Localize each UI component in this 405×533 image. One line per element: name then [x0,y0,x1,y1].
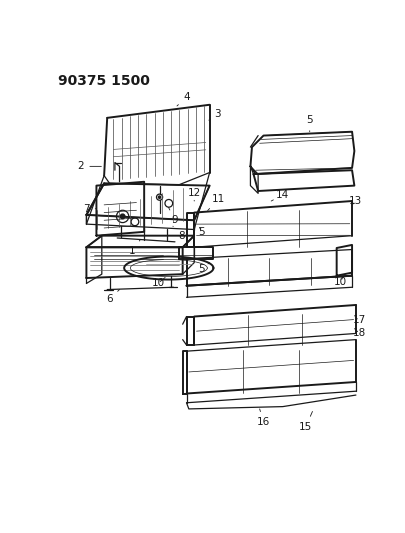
Text: 12: 12 [187,188,200,201]
Text: 1: 1 [129,239,140,256]
Text: 9: 9 [168,207,178,225]
Text: 3: 3 [208,109,220,120]
Text: 8: 8 [173,226,184,241]
Text: 11: 11 [207,193,225,211]
Text: 14: 14 [271,190,289,201]
Text: 16: 16 [256,409,269,427]
Text: 10: 10 [151,278,165,288]
Text: 13: 13 [348,196,362,206]
Text: 7: 7 [83,204,96,214]
Text: 5: 5 [198,263,209,274]
Text: 18: 18 [352,328,365,338]
Text: 6: 6 [106,289,119,304]
Text: 5: 5 [198,227,205,237]
Text: 90375 1500: 90375 1500 [58,74,149,88]
Text: 10: 10 [333,277,346,287]
Text: 5: 5 [306,115,312,132]
Text: 4: 4 [177,92,190,106]
Text: 15: 15 [298,411,312,432]
Text: 17: 17 [352,316,365,325]
Circle shape [120,214,125,219]
Text: 2: 2 [77,161,101,172]
Circle shape [158,196,160,198]
